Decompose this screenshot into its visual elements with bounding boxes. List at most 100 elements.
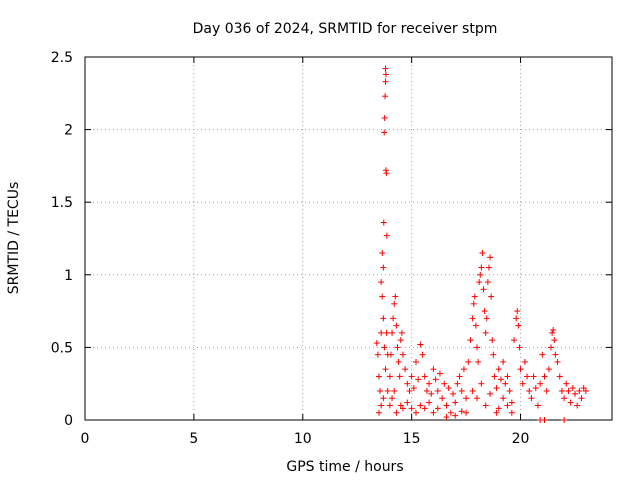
data-point xyxy=(470,300,477,307)
data-point xyxy=(380,315,387,322)
data-point xyxy=(477,271,484,278)
data-point xyxy=(493,385,500,392)
data-point xyxy=(391,387,398,394)
data-point xyxy=(391,300,398,307)
data-point xyxy=(500,358,507,365)
x-tick-label: 0 xyxy=(81,431,90,447)
data-point xyxy=(386,402,393,409)
data-point xyxy=(567,399,574,406)
y-tick-labels: 0 0.5 1 1.5 2 2.5 xyxy=(51,50,73,429)
data-point xyxy=(384,387,391,394)
data-point xyxy=(551,337,558,344)
data-point xyxy=(521,358,528,365)
y-tick-label: 1.5 xyxy=(51,195,73,211)
data-point xyxy=(434,405,441,412)
data-point xyxy=(397,337,404,344)
data-point xyxy=(373,340,380,347)
data-point xyxy=(552,351,559,358)
data-point xyxy=(550,326,557,333)
data-point xyxy=(382,78,389,85)
data-point xyxy=(472,322,479,329)
data-point xyxy=(469,315,476,322)
data-point xyxy=(541,373,548,380)
data-point xyxy=(428,390,435,397)
data-point xyxy=(421,405,428,412)
data-point xyxy=(434,387,441,394)
data-point xyxy=(452,399,459,406)
data-point xyxy=(495,366,502,373)
data-point xyxy=(502,380,509,387)
data-point xyxy=(576,387,583,394)
data-point xyxy=(426,380,433,387)
data-point xyxy=(394,344,401,351)
data-point xyxy=(398,329,405,336)
data-point xyxy=(443,402,450,409)
data-point xyxy=(380,395,387,402)
data-point xyxy=(517,366,524,373)
data-point xyxy=(471,293,478,300)
data-point xyxy=(393,409,400,416)
data-point xyxy=(480,286,487,293)
data-point xyxy=(439,395,446,402)
data-point xyxy=(565,387,572,394)
data-point xyxy=(378,402,385,409)
data-point xyxy=(504,373,511,380)
y-tick-label: 2.5 xyxy=(51,50,73,66)
data-point xyxy=(447,409,454,416)
y-tick-label: 2 xyxy=(64,123,73,139)
data-point xyxy=(379,293,386,300)
data-point xyxy=(526,387,533,394)
data-point xyxy=(413,358,420,365)
x-tick-label: 5 xyxy=(189,431,198,447)
data-point xyxy=(506,387,513,394)
data-point xyxy=(432,376,439,383)
data-point xyxy=(479,250,486,257)
data-point xyxy=(478,380,485,387)
data-point xyxy=(516,344,523,351)
x-tick-labels: 0 5 10 15 20 xyxy=(81,431,530,447)
data-point xyxy=(463,409,470,416)
x-tick-label: 10 xyxy=(294,431,312,447)
data-point xyxy=(463,395,470,402)
data-point xyxy=(417,402,424,409)
data-point xyxy=(415,376,422,383)
data-point xyxy=(558,387,565,394)
axis-ticks xyxy=(84,56,612,421)
data-point xyxy=(476,279,483,286)
data-point xyxy=(467,337,474,344)
data-point xyxy=(445,385,452,392)
data-point xyxy=(563,380,570,387)
data-point xyxy=(399,351,406,358)
data-point xyxy=(519,380,526,387)
data-point xyxy=(413,409,420,416)
data-point xyxy=(430,409,437,416)
data-point xyxy=(381,129,388,136)
data-point xyxy=(383,170,390,177)
data-point xyxy=(396,373,403,380)
data-point xyxy=(561,417,568,423)
data-point xyxy=(478,264,485,271)
data-point xyxy=(493,409,500,416)
data-point xyxy=(537,380,544,387)
data-point xyxy=(383,232,390,239)
data-point xyxy=(382,93,389,100)
data-point xyxy=(482,329,489,336)
data-point xyxy=(392,293,399,300)
data-point xyxy=(487,254,494,261)
data-point xyxy=(374,351,381,358)
data-point xyxy=(545,366,552,373)
y-tick-label: 0 xyxy=(64,413,73,429)
data-point xyxy=(475,358,482,365)
data-point xyxy=(511,337,518,344)
data-point xyxy=(419,351,426,358)
chart-title: Day 036 of 2024, SRMTID for receiver stp… xyxy=(193,21,498,37)
data-point xyxy=(380,219,387,226)
data-point xyxy=(423,387,430,394)
data-point xyxy=(549,329,556,336)
data-point xyxy=(504,402,511,409)
data-point xyxy=(458,387,465,394)
data-point xyxy=(389,395,396,402)
data-point xyxy=(481,308,488,315)
data-points xyxy=(373,65,589,423)
data-point xyxy=(490,351,497,358)
